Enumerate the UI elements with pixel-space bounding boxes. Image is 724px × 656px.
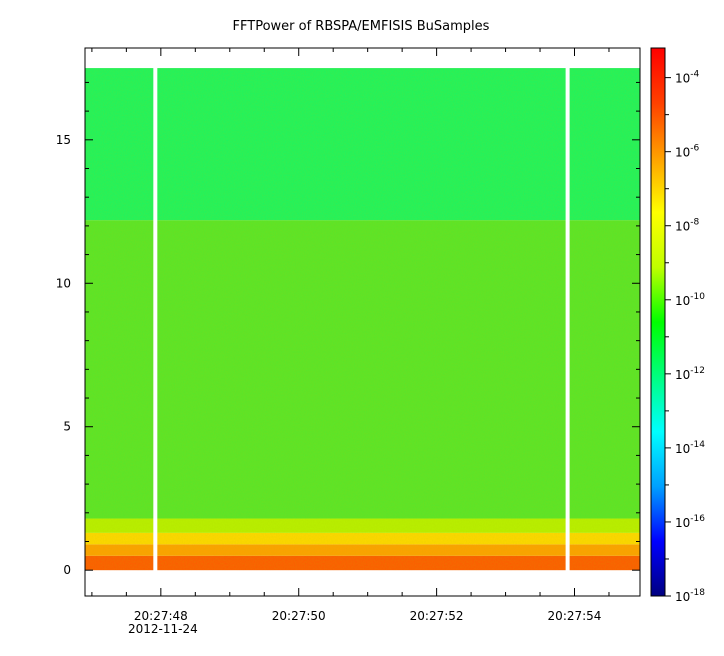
y-tick-label: 5 <box>63 420 71 434</box>
colorbar-tick-label: 10-4 <box>675 70 700 86</box>
x-tick-label: 20:27:54 <box>548 609 602 623</box>
colorbar-ticks: 10-4 10-6 10-8 10-10 10-12 10-14 10-16 10-18 <box>665 70 705 604</box>
chart-title: FFTPower of RBSPA/EMFISIS BuSamples <box>233 19 490 34</box>
spectrogram-noise <box>85 68 640 571</box>
data-gap-0 <box>153 48 158 596</box>
x-tick-label: 20:27:52 <box>410 609 464 623</box>
data-gap-1 <box>565 48 570 596</box>
x-date-label: 2012-11-24 <box>128 622 198 636</box>
colorbar <box>650 47 666 597</box>
y-tick-label: 0 <box>63 563 71 577</box>
colorbar-tick-label: 10-18 <box>675 588 705 604</box>
colorbar-tick-label: 10-14 <box>675 440 705 456</box>
colorbar-tick-label: 10-10 <box>675 292 705 308</box>
colorbar-tick-label: 10-6 <box>675 144 700 160</box>
colorbar-tick-label: 10-12 <box>675 366 705 382</box>
colorbar-tick-label: 10-16 <box>675 514 705 530</box>
x-tick-label: 20:27:48 <box>134 609 188 623</box>
plot-area <box>85 48 640 596</box>
y-axis: 0 5 10 15 <box>56 81 640 577</box>
colorbar-tick-label: 10-8 <box>675 218 700 234</box>
y-tick-label: 10 <box>56 276 71 290</box>
plot-frame <box>84 47 641 597</box>
y-tick-label: 15 <box>56 133 71 147</box>
x-axis: 20:27:48 20:27:50 20:27:52 20:27:54 <box>91 48 610 623</box>
x-tick-label: 20:27:50 <box>272 609 326 623</box>
